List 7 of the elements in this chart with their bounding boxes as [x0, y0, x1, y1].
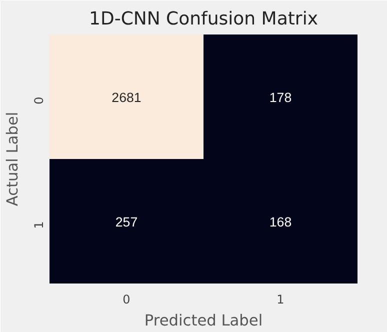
y-axis-title: Actual Label	[4, 112, 22, 206]
data-label: 168	[269, 214, 292, 230]
x-axis-title: Predicted Label	[144, 312, 263, 330]
data-label: 178	[269, 90, 292, 105]
data-label: 2681	[112, 90, 142, 105]
data-label: 257	[115, 214, 138, 230]
text: 1D-CNN Confusion Matrix	[89, 8, 318, 30]
